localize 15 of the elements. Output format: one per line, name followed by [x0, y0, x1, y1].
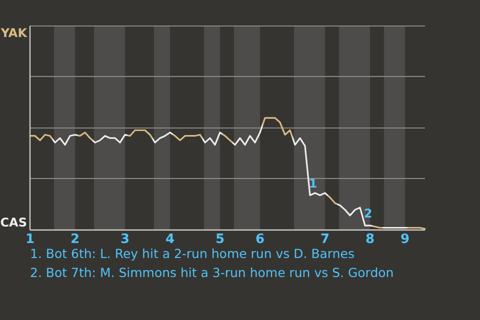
annotation: 1	[308, 176, 318, 190]
x-tick-label: 7	[320, 232, 330, 247]
x-tick-label: 1	[25, 232, 35, 247]
annotation: 2	[364, 206, 372, 221]
text: 2. Bot 7th: M. Simmons hit a 3-run home run vs S. Gordon	[30, 265, 394, 280]
text: 1. Bot 6th: L. Rey hit a 2-run home run vs D. Barnes	[30, 246, 354, 261]
x-tick-label: 3	[120, 232, 130, 247]
text: CAS	[0, 215, 27, 230]
text: YAK	[0, 26, 28, 40]
x-tick-label: 5	[215, 232, 225, 247]
x-tick-label: 8	[365, 232, 375, 247]
x-tick-label: 6	[255, 232, 265, 247]
x-tick-label: 9	[400, 232, 410, 247]
x-tick-label: 4	[165, 232, 175, 247]
x-tick-label: 2	[70, 232, 80, 247]
